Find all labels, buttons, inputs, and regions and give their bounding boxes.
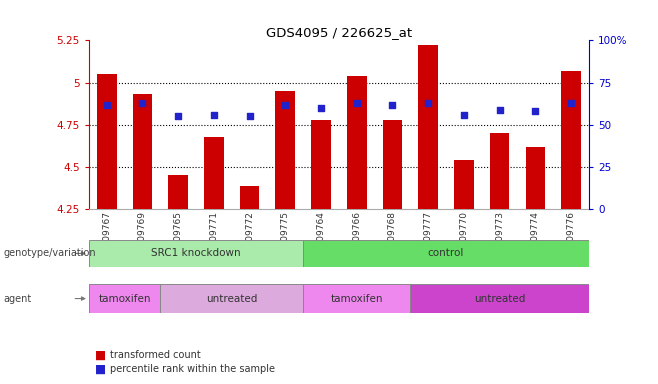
Bar [276, 91, 295, 209]
Title: GDS4095 / 226625_at: GDS4095 / 226625_at [266, 26, 412, 39]
Bar [303, 240, 589, 267]
Bar [133, 94, 152, 209]
Text: agent: agent [3, 293, 32, 304]
Point [101, 101, 112, 108]
Bar [97, 74, 116, 209]
Text: untreated: untreated [206, 293, 257, 304]
Bar [240, 185, 259, 209]
Bar [526, 147, 545, 209]
Point [459, 112, 469, 118]
Bar [454, 160, 474, 209]
Text: genotype/variation: genotype/variation [3, 248, 96, 258]
Text: control: control [428, 248, 464, 258]
Point [137, 100, 147, 106]
Bar [347, 76, 367, 209]
Point [244, 113, 255, 119]
Bar [204, 137, 224, 209]
Bar [161, 284, 303, 313]
Point [316, 105, 326, 111]
Bar [418, 45, 438, 209]
Text: tamoxifen: tamoxifen [330, 293, 383, 304]
Text: percentile rank within the sample: percentile rank within the sample [110, 364, 275, 374]
Bar [89, 240, 303, 267]
Bar [168, 175, 188, 209]
Text: ■: ■ [95, 349, 107, 362]
Point [494, 106, 505, 113]
Text: tamoxifen: tamoxifen [98, 293, 151, 304]
Bar [490, 133, 509, 209]
Text: SRC1 knockdown: SRC1 knockdown [151, 248, 241, 258]
Text: transformed count: transformed count [110, 350, 201, 360]
Point [530, 108, 541, 114]
Point [280, 101, 291, 108]
Bar [89, 284, 161, 313]
Bar [311, 120, 331, 209]
Point [173, 113, 184, 119]
Bar [382, 120, 402, 209]
Text: untreated: untreated [474, 293, 525, 304]
Point [209, 112, 219, 118]
Point [566, 100, 576, 106]
Bar [303, 284, 411, 313]
Bar [411, 284, 589, 313]
Point [423, 100, 434, 106]
Text: ■: ■ [95, 363, 107, 376]
Point [387, 101, 397, 108]
Point [351, 100, 362, 106]
Bar [561, 71, 581, 209]
